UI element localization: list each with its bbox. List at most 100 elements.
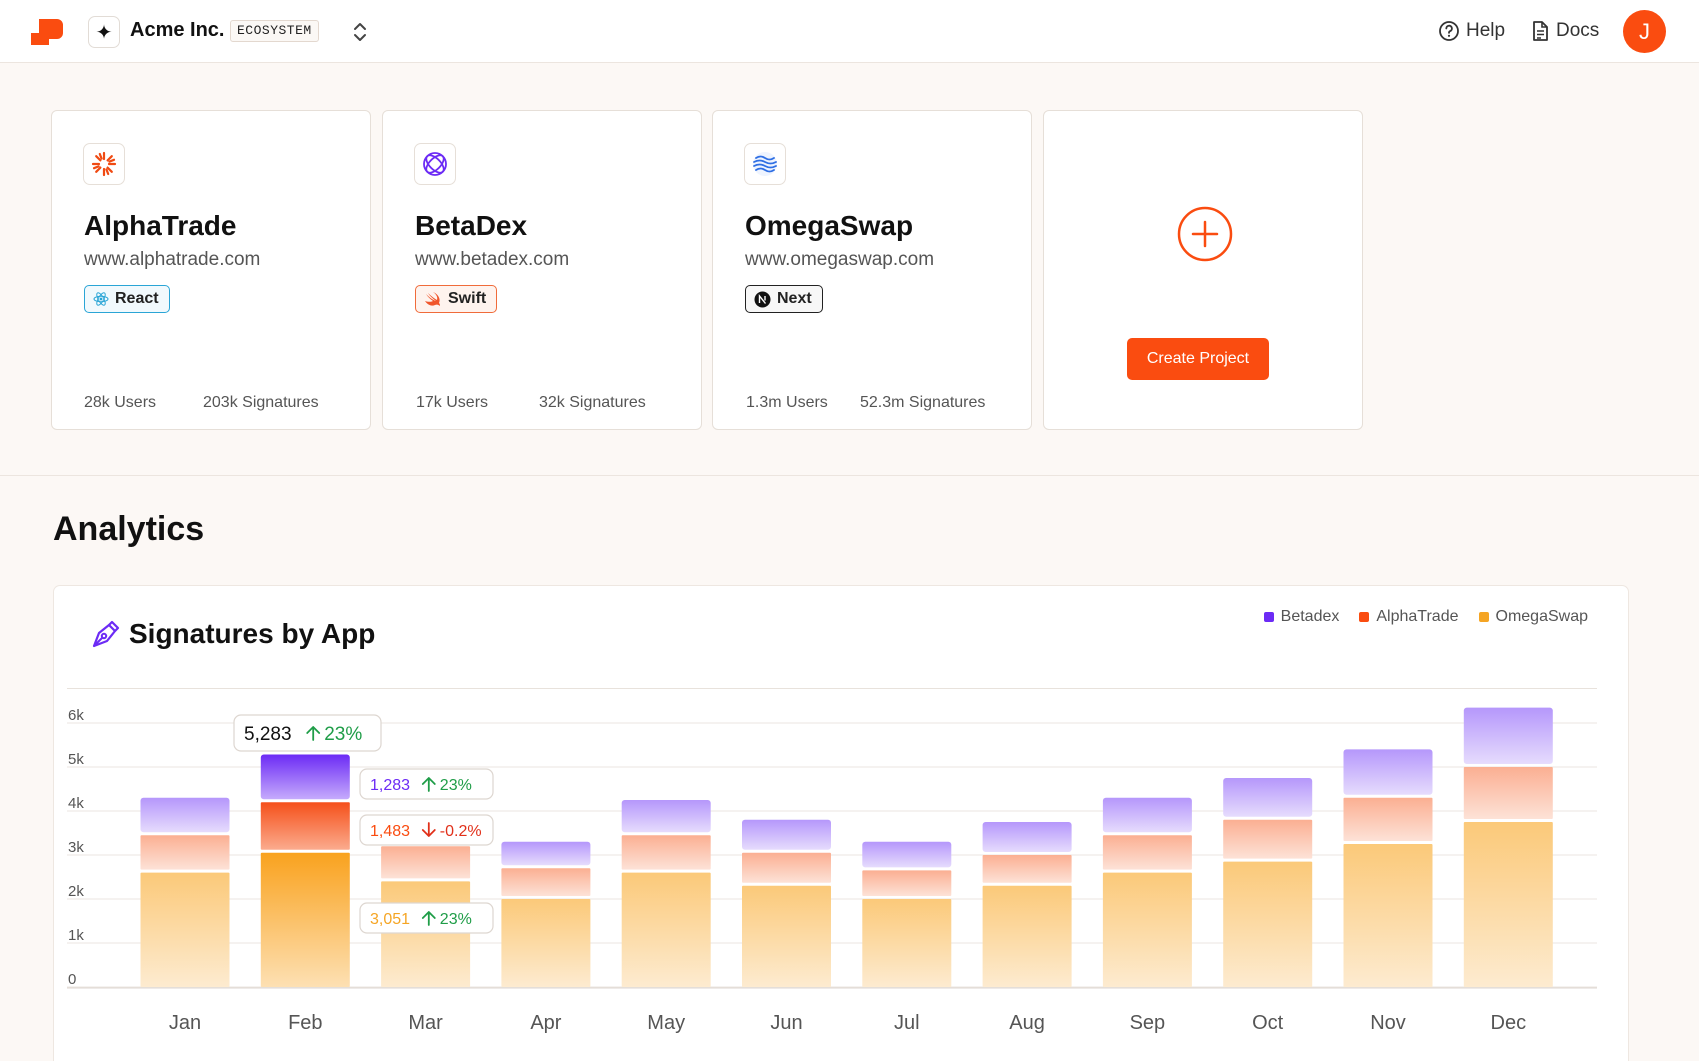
x-tick-label: Oct (1252, 1012, 1284, 1034)
x-tick-label: Nov (1370, 1012, 1406, 1034)
project-url: www.omegaswap.com (745, 249, 935, 270)
tech-label: Swift (448, 290, 487, 307)
bar-betadex-jun (742, 819, 831, 850)
y-tick-label: 0 (68, 971, 76, 988)
tooltip-row-betadex: 1,283 23% (359, 768, 494, 800)
pen-nib-icon (92, 620, 120, 648)
signatures-stat: 32k Signatures (539, 394, 646, 411)
users-stat: 1.3m Users (746, 394, 828, 411)
legend-swatch (1359, 612, 1370, 622)
bar-alphatrade-may (621, 835, 711, 870)
legend-swatch (1478, 612, 1489, 622)
x-tick-label: Sep (1130, 1012, 1166, 1034)
docs-link[interactable]: Docs (1530, 19, 1599, 43)
signatures-stat: 52.3m Signatures (860, 394, 986, 411)
tooltip-series-change: 23% (440, 911, 472, 928)
y-tick-label: 2k (68, 883, 84, 900)
tooltip-row-alphatrade: 1,483 -0.2% (359, 814, 494, 846)
bar-alphatrade-feb (260, 802, 350, 850)
bar-betadex-apr (501, 841, 591, 866)
bar-alphatrade-aug (982, 855, 1072, 883)
alphatrade-sun-icon (83, 143, 125, 185)
project-name: OmegaSwap (745, 210, 914, 241)
tooltip-series-value: 1,283 (370, 777, 410, 794)
react-icon (93, 292, 109, 306)
project-card-omegaswap[interactable]: OmegaSwap www.omegaswap.com Next 1.3m Us… (712, 110, 1032, 430)
y-tick-label: 5k (68, 751, 84, 768)
bar-omegaswap-feb (260, 852, 350, 987)
tooltip-series-change: 23% (440, 777, 472, 794)
help-circle-icon (1439, 21, 1459, 41)
arrow-up-icon (421, 777, 436, 792)
legend-item-betadex[interactable]: Betadex (1263, 608, 1339, 626)
tooltip-row-omegaswap: 3,051 23% (359, 902, 494, 934)
bar-betadex-dec (1463, 707, 1553, 764)
swift-icon (425, 292, 440, 306)
org-name[interactable]: Acme Inc. (130, 19, 225, 41)
bar-alphatrade-mar (381, 846, 471, 879)
tooltip-total: 5,283 23% (233, 714, 382, 752)
tech-label: React (115, 290, 159, 307)
tooltip-total-value: 5,283 (244, 724, 292, 745)
bar-alphatrade-apr (501, 868, 591, 896)
tooltip-box (359, 768, 494, 800)
bar-omegaswap-oct (1223, 861, 1313, 987)
arrow-down-icon (421, 822, 436, 837)
bar-omegaswap-jul (862, 899, 952, 987)
project-url: www.alphatrade.com (84, 249, 261, 270)
tech-badge-next: Next (745, 285, 823, 313)
x-tick-label: Jul (894, 1012, 920, 1034)
help-link[interactable]: Help (1438, 19, 1505, 43)
analytics-heading: Analytics (53, 510, 205, 548)
top-header: ✦ Acme Inc. ECOSYSTEM Help Docs J (0, 0, 1699, 63)
betadex-rings-icon (414, 143, 456, 185)
bar-betadex-may (621, 800, 711, 833)
project-name: AlphaTrade (84, 210, 237, 241)
tech-badge-swift: Swift (415, 285, 498, 313)
legend-item-omegaswap[interactable]: OmegaSwap (1478, 608, 1588, 626)
x-tick-label: Mar (408, 1012, 443, 1034)
y-tick-label: 3k (68, 839, 84, 856)
chart-title: Signatures by App (129, 618, 376, 649)
tooltip-total-change: 23% (324, 724, 362, 745)
y-tick-label: 4k (68, 795, 84, 812)
org-sparkle-icon[interactable]: ✦ (88, 16, 120, 48)
projects-section: AlphaTrade www.alphatrade.com React 28k … (0, 63, 1699, 476)
legend-label: AlphaTrade (1376, 608, 1459, 625)
x-tick-label: Jan (169, 1012, 201, 1034)
bar-alphatrade-jun (742, 852, 831, 883)
chevron-up-down-icon[interactable] (350, 20, 370, 44)
arrow-up-icon (421, 911, 436, 926)
bar-betadex-jul (862, 841, 952, 868)
bar-betadex-jan (140, 797, 230, 833)
bar-alphatrade-sep (1102, 835, 1192, 870)
project-card-betadex[interactable]: BetaDex www.betadex.com Swift 17k Users … (382, 110, 702, 430)
bar-omegaswap-apr (501, 899, 591, 987)
create-project-card[interactable]: Create Project (1043, 110, 1363, 430)
help-label: Help (1466, 20, 1506, 41)
bar-betadex-feb (260, 754, 350, 800)
users-stat: 17k Users (416, 394, 489, 411)
brand-logo-icon[interactable] (29, 17, 65, 47)
legend-item-alphatrade[interactable]: AlphaTrade (1359, 608, 1459, 626)
bar-betadex-sep (1102, 797, 1192, 833)
tech-label: Next (777, 290, 812, 307)
project-card-alphatrade[interactable]: AlphaTrade www.alphatrade.com React 28k … (51, 110, 371, 430)
signatures-stat: 203k Signatures (203, 394, 319, 411)
bar-omegaswap-may (621, 872, 711, 987)
user-avatar[interactable]: J (1623, 10, 1666, 53)
omegaswap-waves-icon (744, 143, 786, 185)
bar-omegaswap-mar (381, 881, 471, 987)
bar-omegaswap-dec (1463, 822, 1553, 987)
y-tick-label: 1k (68, 927, 84, 944)
tooltip-series-value: 3,051 (370, 911, 410, 928)
bar-omegaswap-jan (140, 872, 230, 987)
create-project-button[interactable]: Create Project (1127, 338, 1269, 380)
bar-alphatrade-jul (862, 870, 952, 896)
tooltip-series-value: 1,483 (370, 823, 410, 840)
x-tick-label: May (647, 1012, 685, 1034)
org-type-badge: ECOSYSTEM (230, 20, 319, 42)
plus-circle-icon[interactable] (1177, 206, 1233, 262)
x-tick-label: Dec (1491, 1012, 1527, 1034)
docs-label: Docs (1556, 20, 1600, 41)
